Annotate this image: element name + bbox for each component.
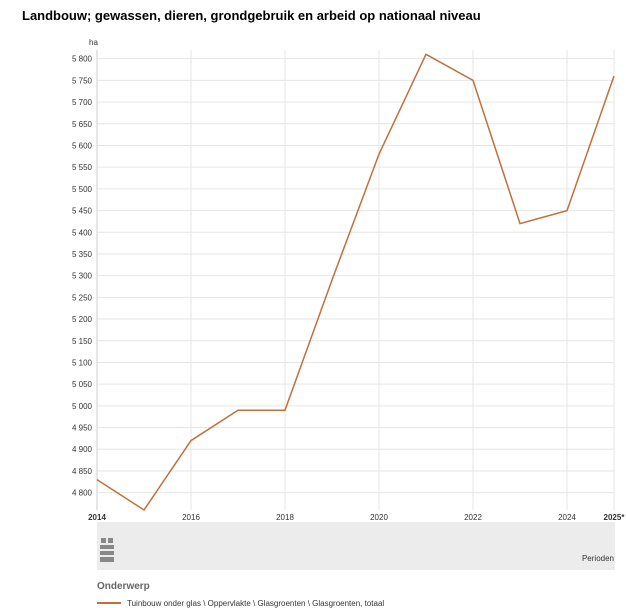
- x-tick-label: 2022: [464, 513, 482, 522]
- data-point[interactable]: [94, 477, 100, 483]
- legend-swatch: [97, 602, 121, 604]
- cbs-logo-icon: [100, 538, 114, 562]
- x-tick-label: 2024: [558, 513, 576, 522]
- y-tick-label: 4 800: [72, 489, 93, 498]
- data-point[interactable]: [517, 221, 523, 227]
- data-point[interactable]: [329, 277, 335, 283]
- data-point[interactable]: [235, 407, 241, 413]
- x-tick-label: 2020: [370, 513, 388, 522]
- y-tick-label: 5 050: [72, 380, 93, 389]
- data-point[interactable]: [376, 151, 382, 157]
- y-axis-unit: ha: [89, 38, 98, 47]
- data-point[interactable]: [282, 407, 288, 413]
- y-tick-label: 4 900: [72, 445, 93, 454]
- y-tick-label: 5 500: [72, 185, 93, 194]
- legend-title: Onderwerp: [97, 581, 150, 592]
- y-tick-label: 5 450: [72, 207, 93, 216]
- y-tick-label: 5 550: [72, 163, 93, 172]
- x-tick-label: 2016: [182, 513, 200, 522]
- line-chart: 4 800 4 850 4 900 4 950 5 000 5 050 5 100 5 150…: [72, 38, 625, 570]
- y-tick-label: 5 400: [72, 228, 93, 237]
- y-tick-label: 5 150: [72, 337, 93, 346]
- x-tick-label: 2018: [276, 513, 294, 522]
- legend-item[interactable]: Tuinbouw onder glas \ Oppervlakte \ Glas…: [97, 597, 384, 608]
- series-layer: [94, 51, 617, 513]
- legend-item-label: Tuinbouw onder glas \ Oppervlakte \ Glas…: [127, 598, 385, 608]
- x-tick-label: 2014: [88, 513, 106, 522]
- y-tick-label: 5 200: [72, 315, 93, 324]
- y-tick-label: 5 600: [72, 141, 93, 150]
- periods-label: Perioden: [582, 554, 614, 563]
- y-tick-label: 5 800: [72, 55, 93, 64]
- data-point[interactable]: [188, 438, 194, 444]
- data-point[interactable]: [423, 51, 429, 57]
- y-tick-label: 5 300: [72, 272, 93, 281]
- x-tick-label: 2025*: [604, 513, 626, 522]
- axis-layer: 4 800 4 850 4 900 4 950 5 000 5 050 5 100 5 150…: [72, 38, 625, 522]
- data-point[interactable]: [564, 208, 570, 214]
- y-tick-label: 5 100: [72, 358, 93, 367]
- y-tick-label: 5 350: [72, 250, 93, 259]
- series-line[interactable]: [96, 53, 615, 512]
- data-point[interactable]: [470, 77, 476, 83]
- data-point[interactable]: [611, 73, 617, 79]
- y-tick-label: 5 650: [72, 120, 93, 129]
- y-tick-label: 5 000: [72, 402, 93, 411]
- grid-layer: [96, 50, 615, 510]
- y-tick-label: 5 750: [72, 76, 93, 85]
- chart-footer: Perioden: [97, 522, 615, 570]
- y-tick-label: 5 250: [72, 293, 93, 302]
- y-tick-label: 4 850: [72, 467, 93, 476]
- y-tick-label: 4 950: [72, 424, 93, 433]
- footer-band: [97, 522, 615, 570]
- chart-title: Landbouw; gewassen, dieren, grondgebruik…: [22, 8, 481, 23]
- y-tick-label: 5 700: [72, 98, 93, 107]
- data-point[interactable]: [141, 507, 147, 513]
